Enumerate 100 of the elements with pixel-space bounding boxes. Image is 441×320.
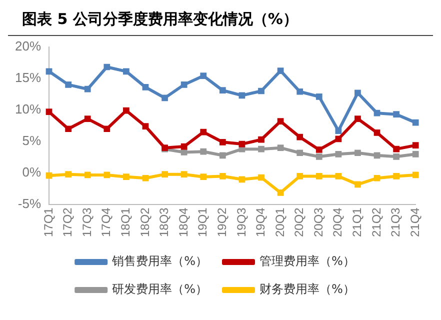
point [277, 68, 284, 74]
point [84, 116, 91, 122]
point [46, 68, 52, 75]
y-tick-label: 0% [22, 164, 42, 180]
point [123, 107, 130, 114]
point [65, 171, 72, 178]
legend-label: 销售费用率（%） [111, 254, 208, 268]
x-tick-label: 18Q2 [138, 207, 152, 238]
point [123, 68, 130, 75]
point [412, 150, 419, 158]
point [200, 72, 207, 80]
point [296, 150, 304, 156]
point [335, 150, 342, 158]
point [180, 149, 188, 156]
x-tick-label: 21Q2 [369, 207, 384, 238]
point [142, 174, 149, 182]
point [142, 123, 149, 130]
point [316, 93, 322, 100]
point [65, 126, 72, 132]
x-tick-label: 21Q1 [350, 207, 364, 238]
x-tick-label: 17Q3 [80, 207, 94, 238]
x-tick-label: 19Q3 [234, 207, 248, 238]
x-tick-label: 20Q2 [292, 207, 306, 238]
y-tick-label: 20% [14, 38, 42, 54]
point [123, 174, 130, 180]
point [277, 144, 284, 152]
point [162, 171, 168, 178]
point [258, 146, 264, 152]
point [104, 64, 110, 70]
x-tick-label: 18Q4 [176, 207, 190, 238]
point [162, 94, 168, 102]
point [296, 173, 304, 180]
point [104, 126, 110, 132]
point [316, 153, 322, 160]
point [412, 119, 419, 126]
point [335, 128, 342, 134]
point [316, 173, 322, 180]
point [316, 146, 322, 153]
point [393, 153, 400, 160]
point [393, 111, 400, 118]
point [335, 136, 342, 142]
point [354, 116, 361, 122]
point [393, 146, 400, 152]
point [180, 82, 188, 88]
point [296, 88, 304, 95]
point [219, 173, 226, 180]
point [219, 138, 226, 146]
x-tick-label: 19Q4 [254, 207, 268, 238]
point [84, 172, 91, 178]
point [335, 173, 342, 180]
x-tick-label: 19Q1 [196, 207, 210, 238]
point [180, 171, 188, 178]
point [393, 173, 400, 180]
point [374, 174, 380, 182]
point [354, 181, 361, 188]
x-tick-label: 20Q4 [330, 207, 345, 238]
point [412, 172, 419, 178]
point [200, 128, 207, 136]
point [200, 174, 207, 180]
point [258, 174, 264, 181]
x-tick-label: 17Q4 [99, 207, 114, 238]
legend-label: 管理费用率（%） [260, 254, 355, 268]
point [277, 118, 284, 124]
point [46, 108, 52, 116]
point [354, 90, 361, 96]
point [374, 129, 380, 136]
point [46, 172, 52, 179]
point [258, 136, 264, 143]
point [354, 150, 361, 156]
point [238, 176, 246, 183]
point [412, 142, 419, 148]
point [200, 148, 207, 155]
x-tick-label: 19Q2 [214, 207, 229, 238]
y-tick-label: 10% [14, 102, 42, 117]
point [180, 143, 188, 150]
y-tick-label: 15% [14, 70, 42, 85]
x-tick-label: 20Q3 [311, 207, 326, 238]
point [374, 110, 380, 116]
legend-label: 财务费用率（%） [260, 282, 355, 296]
point [219, 87, 226, 94]
y-tick-label: -5% [18, 196, 42, 212]
chart-title: 图表 5 公司分季度费用率变化情况（%） [8, 8, 433, 36]
legend-label: 研发费用率（%） [112, 282, 208, 296]
point [142, 84, 149, 90]
y-tick-label: 5% [22, 133, 42, 148]
x-tick-label: 21Q3 [388, 207, 403, 238]
point [219, 152, 226, 159]
point [374, 152, 380, 159]
x-tick-label: 17Q1 [41, 207, 56, 238]
point [277, 189, 284, 196]
point [238, 92, 246, 99]
x-tick-label: 20Q1 [272, 207, 287, 238]
x-tick-label: 18Q1 [118, 207, 133, 238]
point [296, 134, 304, 140]
x-tick-label: 17Q2 [60, 207, 75, 238]
point [65, 82, 72, 88]
x-tick-label: 18Q3 [157, 207, 172, 238]
point [84, 86, 91, 92]
point [104, 172, 110, 178]
x-tick-label: 21Q4 [408, 207, 422, 238]
